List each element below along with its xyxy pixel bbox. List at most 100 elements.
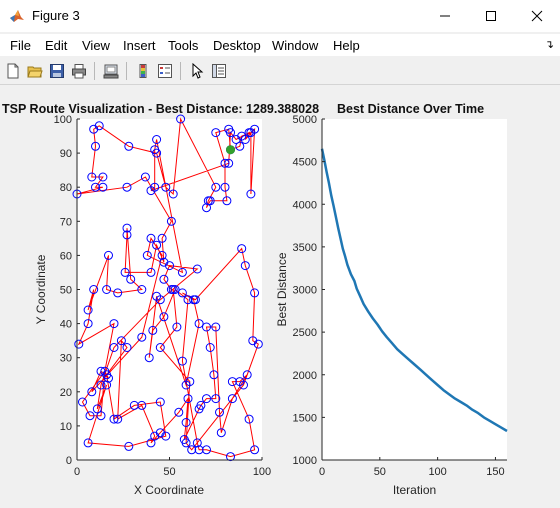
city-marker (205, 343, 215, 352)
city-marker (157, 250, 167, 260)
distance-y-tick-label: 4000 (293, 199, 317, 211)
toolbar-separator (180, 62, 181, 80)
figure-canvas: 0 50 100 0 10 20 30 40 50 60 70 80 90 100 TSP Route V… (0, 86, 560, 508)
city-marker (83, 438, 93, 448)
city-marker (227, 377, 237, 387)
new-figure-icon[interactable] (3, 61, 23, 81)
city-marker (177, 267, 187, 277)
city-markers-group (72, 114, 263, 462)
route-axis-ticks: 0 50 100 0 10 20 30 40 50 60 70 80 90 100 (54, 114, 272, 478)
city-marker (113, 288, 123, 298)
best-distance-line (320, 148, 508, 433)
route-y-tick-label: 70 (60, 216, 72, 228)
city-marker (152, 135, 162, 144)
city-marker (137, 332, 147, 342)
city-marker (185, 377, 195, 387)
distance-x-tick-label: 0 (319, 466, 325, 478)
distance-axes[interactable]: 0 50 100 150 1000 1500 2000 2500 3000 3500 4000 450… (275, 102, 508, 497)
distance-plot-background (322, 119, 507, 460)
city-marker (253, 339, 263, 349)
link-figure-icon[interactable] (101, 61, 121, 81)
menu-view[interactable]: View (82, 38, 110, 53)
route-y-tick-label: 0 (66, 455, 72, 467)
route-y-tick-label: 30 (60, 353, 72, 365)
city-marker (87, 387, 97, 397)
legend-icon[interactable] (155, 61, 175, 81)
route-y-tick-label: 20 (60, 387, 72, 399)
distance-y-tick-label: 3500 (293, 242, 317, 254)
city-marker (237, 244, 247, 254)
minimize-button[interactable] (422, 0, 468, 32)
menu-desktop[interactable]: Desktop (213, 38, 261, 53)
city-marker (92, 404, 102, 414)
city-marker (196, 400, 206, 410)
city-marker (146, 233, 156, 243)
city-marker (239, 380, 248, 390)
city-marker (109, 343, 119, 352)
city-marker (177, 288, 187, 298)
city-marker (155, 295, 165, 305)
distance-y-tick-label: 2000 (293, 370, 317, 382)
city-marker (226, 128, 235, 138)
city-marker (137, 285, 147, 294)
menu-file[interactable]: File (10, 38, 31, 53)
city-marker (148, 325, 158, 335)
city-marker (161, 182, 171, 192)
city-marker (166, 216, 176, 226)
city-marker (159, 274, 169, 284)
menu-insert[interactable]: Insert (123, 38, 156, 53)
city-marker (129, 400, 139, 410)
city-marker (91, 182, 100, 192)
city-marker (146, 438, 156, 448)
menu-help[interactable]: Help (333, 38, 360, 53)
city-marker (215, 407, 224, 417)
toolbar-separator (126, 62, 127, 80)
start-marker-group (226, 145, 235, 155)
city-marker (122, 223, 132, 233)
print-icon[interactable] (69, 61, 89, 81)
colorbar-icon[interactable] (133, 61, 153, 81)
close-button[interactable] (514, 0, 560, 32)
route-y-tick-label: 100 (54, 114, 72, 126)
city-marker (246, 189, 256, 199)
distance-y-tick-label: 4500 (293, 157, 317, 169)
city-marker (227, 394, 237, 404)
distance-y-tick-label: 5000 (293, 114, 317, 126)
city-marker (126, 274, 136, 284)
route-y-tick-label: 50 (60, 285, 72, 297)
distance-axis-ticks: 0 50 100 150 1000 1500 2000 2500 3000 3500 4000 450… (293, 114, 505, 478)
route-y-tick-label: 40 (60, 319, 72, 331)
city-marker (102, 285, 112, 294)
city-marker (235, 141, 245, 151)
menu-edit[interactable]: Edit (45, 38, 68, 53)
property-inspector-icon[interactable] (209, 61, 229, 81)
city-marker (116, 336, 126, 346)
city-marker (176, 114, 186, 124)
city-marker (83, 305, 93, 315)
city-marker (74, 339, 84, 349)
route-y-tick-label: 90 (60, 148, 72, 160)
city-marker (211, 394, 221, 404)
figure-toolbar (0, 58, 560, 85)
edit-plot-icon[interactable] (187, 61, 207, 81)
open-file-icon[interactable] (25, 61, 45, 81)
city-marker (202, 445, 211, 455)
city-marker (124, 441, 134, 451)
menu-window[interactable]: Window (272, 38, 319, 53)
distance-x-tick-label: 100 (428, 466, 446, 478)
start-city-marker (226, 145, 235, 155)
city-marker (89, 285, 99, 294)
maximize-button[interactable] (468, 0, 514, 32)
city-marker (211, 182, 221, 192)
undock-arrow-icon[interactable]: ↴ (544, 39, 554, 51)
city-marker (183, 295, 193, 305)
city-marker (177, 356, 187, 366)
menu-tools[interactable]: Tools (168, 38, 199, 53)
save-icon[interactable] (47, 61, 67, 81)
city-marker (140, 172, 150, 182)
toolbar-separator (94, 62, 95, 80)
city-marker (190, 295, 200, 305)
